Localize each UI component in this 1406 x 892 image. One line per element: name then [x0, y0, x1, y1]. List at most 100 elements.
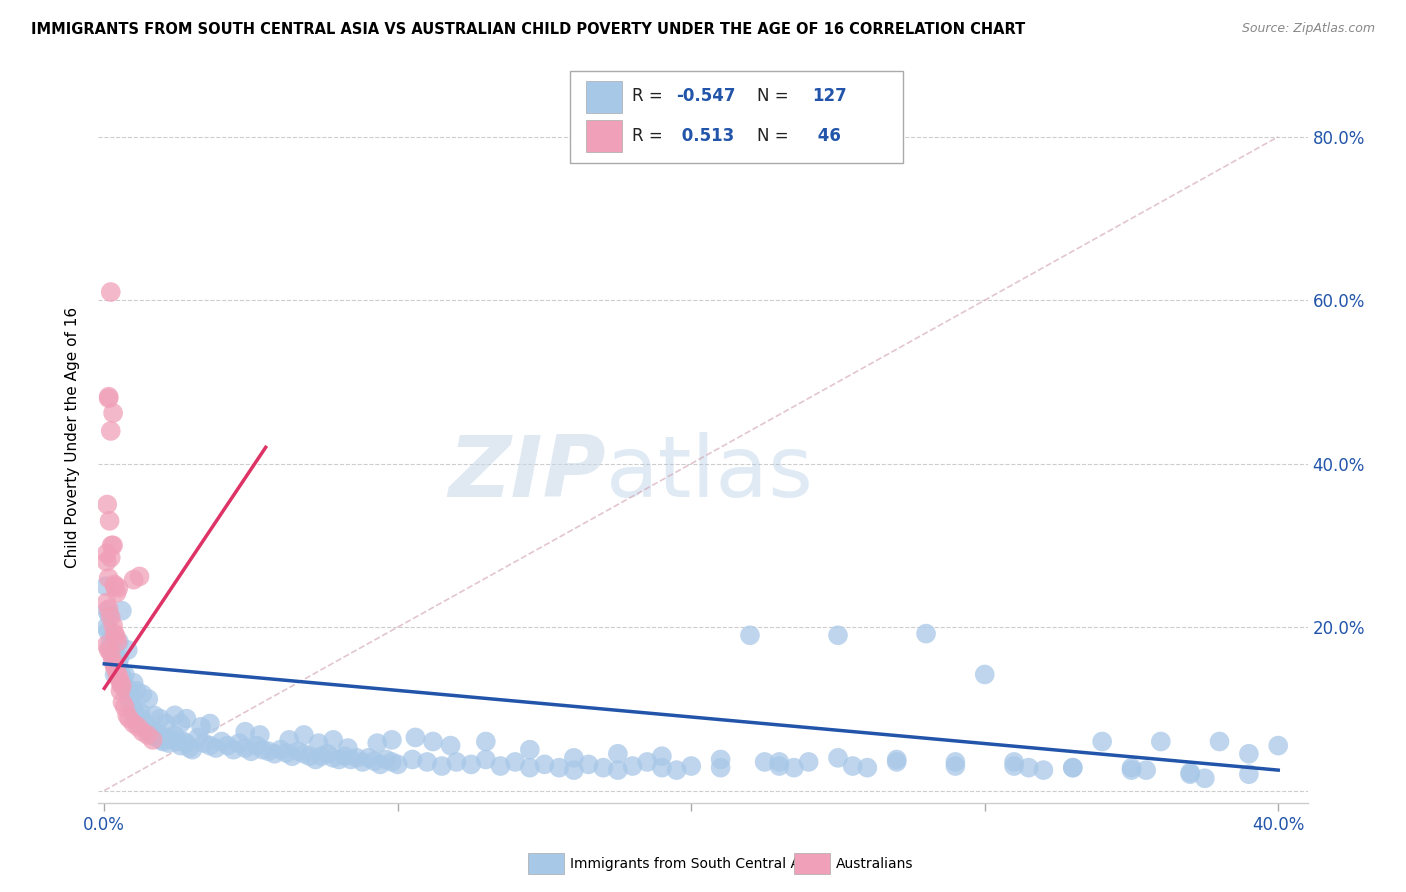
Point: [143, 724, 166, 739]
Point: [103, 667, 125, 681]
Point: [112, 675, 135, 690]
FancyBboxPatch shape: [793, 854, 830, 874]
Point: [886, 755, 908, 769]
Point: [228, 736, 250, 750]
Point: [1032, 763, 1054, 777]
Point: [129, 706, 152, 720]
Point: [308, 736, 330, 750]
Point: [110, 675, 132, 690]
Point: [97, 391, 120, 405]
Point: [287, 744, 309, 758]
Point: [176, 736, 198, 750]
Point: [387, 757, 409, 772]
Point: [96, 498, 118, 512]
Point: [100, 424, 122, 438]
Point: [233, 724, 256, 739]
Point: [263, 747, 285, 761]
Point: [489, 759, 512, 773]
Point: [139, 724, 162, 739]
Point: [122, 675, 145, 690]
Point: [152, 734, 174, 748]
Point: [381, 732, 404, 747]
Point: [107, 635, 129, 649]
Point: [122, 716, 145, 731]
Point: [292, 728, 315, 742]
Point: [96, 620, 118, 634]
Point: [304, 752, 326, 766]
Point: [166, 734, 188, 748]
Point: [945, 759, 967, 773]
Point: [533, 757, 555, 772]
Point: [281, 749, 304, 764]
Point: [249, 728, 271, 742]
Point: [107, 665, 129, 679]
Point: [103, 659, 125, 673]
Point: [124, 708, 146, 723]
Point: [163, 708, 186, 723]
Point: [115, 683, 138, 698]
Point: [446, 755, 468, 769]
Point: [322, 732, 344, 747]
Point: [118, 692, 141, 706]
Point: [328, 752, 350, 766]
Point: [827, 628, 849, 642]
Point: [754, 755, 776, 769]
Point: [96, 638, 118, 652]
Point: [233, 741, 256, 756]
Point: [101, 618, 124, 632]
Point: [131, 687, 153, 701]
Point: [100, 550, 122, 565]
Point: [181, 742, 204, 756]
Point: [915, 626, 938, 640]
Point: [211, 734, 233, 748]
Point: [121, 700, 143, 714]
Point: [401, 752, 423, 766]
Point: [155, 731, 177, 745]
Point: [118, 712, 141, 726]
Y-axis label: Child Poverty Under the Age of 16: Child Poverty Under the Age of 16: [65, 307, 80, 567]
Point: [155, 716, 177, 731]
Point: [100, 610, 122, 624]
Point: [460, 757, 482, 772]
Point: [316, 747, 339, 761]
Point: [122, 702, 145, 716]
Point: [1237, 767, 1260, 781]
Point: [179, 741, 201, 756]
Point: [117, 687, 139, 701]
Point: [103, 577, 125, 591]
Point: [169, 716, 191, 731]
Point: [127, 716, 149, 731]
Point: [111, 604, 134, 618]
Point: [98, 514, 121, 528]
Point: [503, 755, 526, 769]
Point: [269, 742, 291, 756]
Point: [298, 749, 321, 764]
Point: [136, 692, 159, 706]
Text: atlas: atlas: [606, 432, 814, 516]
Point: [120, 683, 142, 698]
Point: [97, 624, 120, 639]
Point: [973, 667, 995, 681]
Point: [111, 695, 134, 709]
Text: Source: ZipAtlas.com: Source: ZipAtlas.com: [1241, 22, 1375, 36]
Point: [97, 602, 120, 616]
FancyBboxPatch shape: [586, 81, 621, 113]
Point: [1062, 761, 1084, 775]
Text: ZIP: ZIP: [449, 432, 606, 516]
Point: [1002, 759, 1025, 773]
Point: [142, 732, 165, 747]
Point: [101, 406, 124, 420]
Point: [127, 720, 149, 734]
Point: [100, 632, 122, 647]
Point: [131, 714, 153, 728]
Point: [122, 573, 145, 587]
Text: 46: 46: [811, 128, 841, 145]
Point: [96, 604, 118, 618]
FancyBboxPatch shape: [586, 120, 621, 153]
Point: [198, 716, 221, 731]
Point: [375, 752, 398, 766]
Point: [276, 746, 298, 760]
Point: [114, 700, 136, 714]
Point: [105, 663, 128, 677]
Point: [357, 751, 380, 765]
